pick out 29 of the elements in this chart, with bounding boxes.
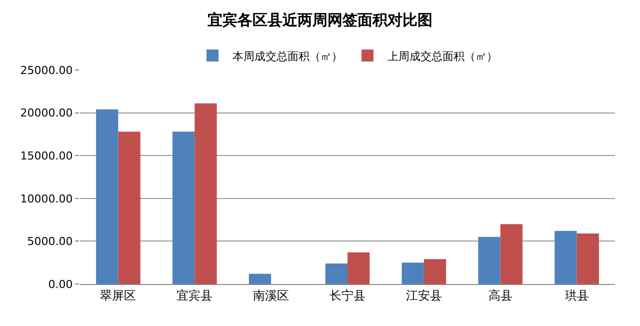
- bar: [576, 234, 599, 284]
- bar: [348, 252, 370, 284]
- x-tick-label: 宜宾县: [176, 288, 213, 302]
- y-tick-label: 5000.00: [27, 235, 73, 248]
- y-tick-label: 20000.00: [20, 106, 73, 120]
- y-tick-label: 15000.00: [20, 149, 73, 162]
- x-tick-label: 江安县: [406, 288, 442, 302]
- bar: [500, 224, 523, 284]
- bar: [96, 109, 118, 284]
- legend-label: 本周成交总面积（㎡）: [232, 50, 342, 63]
- x-tick-label: 南溪区: [253, 288, 290, 302]
- chart-title: 宜宾各区县近两周网签面积对比图: [208, 11, 432, 30]
- bar: [194, 103, 217, 284]
- x-tick-label: 长宁县: [330, 288, 366, 302]
- y-tick-label: 0.00: [48, 278, 73, 291]
- x-tick-label: 珙县: [564, 288, 589, 302]
- x-tick-label: 翠屏区: [100, 288, 136, 302]
- bar: [478, 236, 500, 284]
- y-tick-label: 10000.00: [20, 192, 73, 206]
- legend-label: 上周成交总面积（㎡）: [388, 50, 498, 63]
- x-tick-label: 高县: [488, 288, 512, 302]
- bar: [248, 274, 272, 284]
- bar: [325, 263, 348, 284]
- bar: [424, 259, 446, 284]
- bar: [118, 132, 140, 284]
- bar: [554, 230, 577, 284]
- bar: [402, 262, 424, 284]
- bar: [172, 132, 195, 284]
- y-tick-label: 25000.00: [20, 64, 73, 77]
